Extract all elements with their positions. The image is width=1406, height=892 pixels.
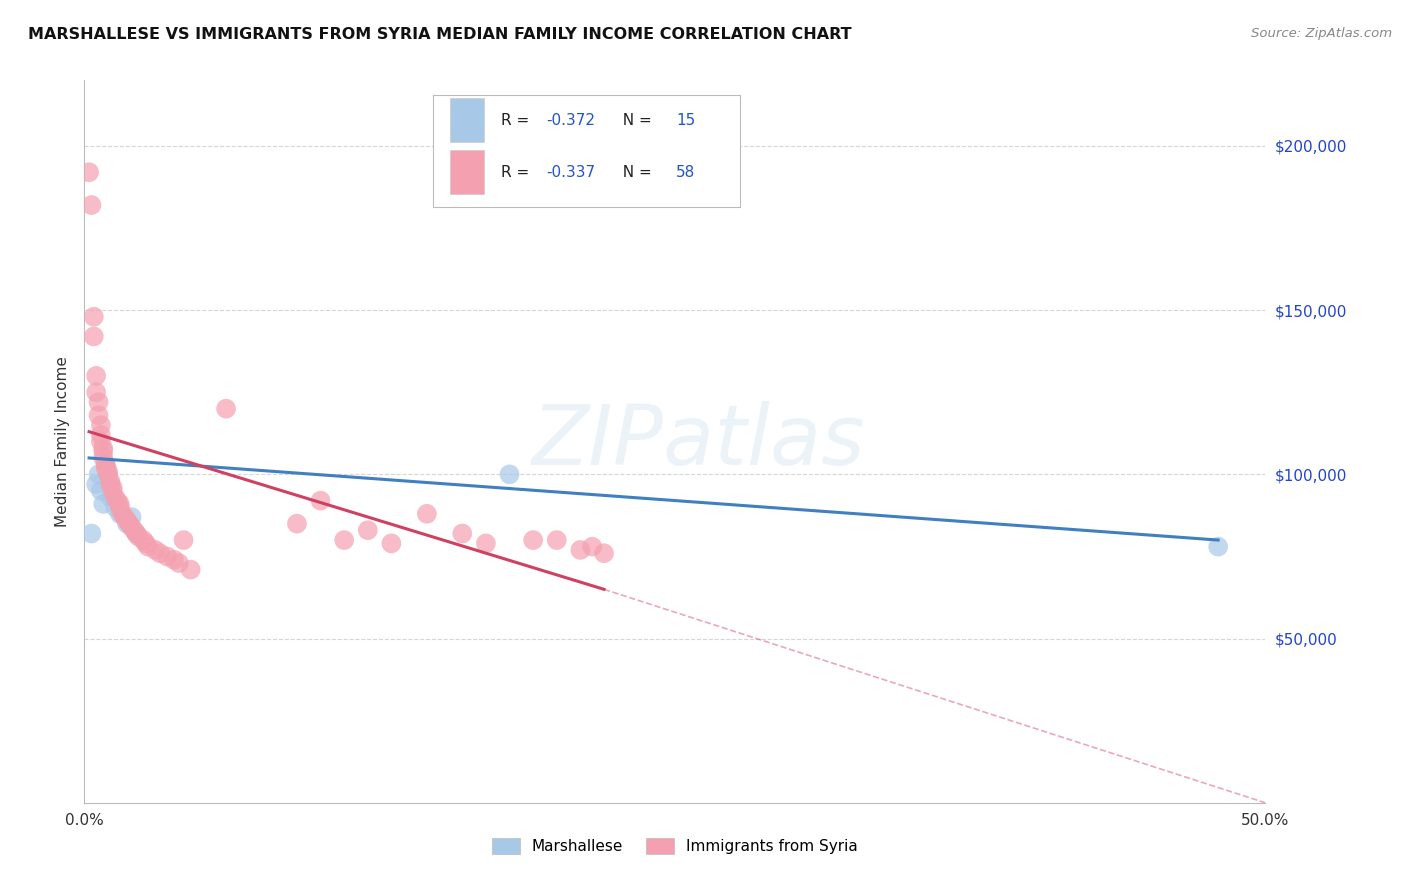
Point (128, 530, 150, 544)
Point (91, 441, 114, 455)
Point (114, 510, 136, 524)
Text: Source: ZipAtlas.com: Source: ZipAtlas.com (1251, 27, 1392, 40)
Point (83, 310, 105, 324)
Point (156, 549, 179, 564)
Point (107, 493, 129, 508)
Point (87, 409, 110, 423)
Point (94, 458, 117, 472)
Point (90, 428, 112, 442)
Point (97, 467, 120, 482)
Point (91, 444, 114, 458)
Point (84, 385, 107, 400)
Point (98, 477, 121, 491)
Point (132, 533, 155, 547)
Point (77, 165, 100, 179)
Point (115, 513, 138, 527)
Point (215, 401, 238, 416)
Point (475, 536, 498, 550)
Point (380, 536, 402, 550)
Point (125, 526, 148, 541)
Point (149, 546, 172, 560)
Point (121, 520, 143, 534)
Point (135, 536, 157, 550)
Text: MARSHALLESE VS IMMIGRANTS FROM SYRIA MEDIAN FAMILY INCOME CORRELATION CHART: MARSHALLESE VS IMMIGRANTS FROM SYRIA MED… (28, 27, 852, 42)
Point (101, 481, 124, 495)
Point (498, 467, 520, 482)
Text: R =: R = (502, 164, 534, 179)
Point (97, 467, 120, 482)
Point (136, 540, 159, 554)
Point (581, 540, 603, 554)
Point (1206, 540, 1229, 554)
Point (122, 523, 145, 537)
Text: N =: N = (613, 112, 657, 128)
Point (285, 516, 308, 531)
Point (309, 493, 332, 508)
Point (91, 450, 114, 465)
FancyBboxPatch shape (450, 151, 484, 194)
Point (104, 500, 127, 515)
FancyBboxPatch shape (433, 95, 740, 207)
Point (98, 474, 121, 488)
Point (80, 526, 103, 541)
Point (569, 542, 592, 557)
Point (97, 464, 120, 478)
Point (357, 523, 380, 537)
Point (115, 516, 138, 531)
Point (91, 497, 114, 511)
Point (84, 368, 107, 383)
Point (87, 395, 110, 409)
Text: R =: R = (502, 112, 534, 128)
Point (84, 477, 107, 491)
Point (416, 507, 439, 521)
Point (546, 533, 568, 547)
Text: 15: 15 (676, 112, 696, 128)
Text: -0.337: -0.337 (546, 164, 595, 179)
Point (90, 483, 112, 498)
Point (173, 533, 195, 547)
Point (87, 467, 110, 482)
Point (98, 491, 121, 505)
Point (593, 546, 616, 560)
Point (180, 563, 202, 577)
Point (333, 533, 356, 547)
Point (167, 556, 190, 570)
Point (80, 198, 103, 212)
Point (104, 491, 127, 505)
Point (108, 507, 131, 521)
Point (121, 510, 143, 524)
Point (83, 329, 105, 343)
Text: N =: N = (613, 164, 657, 179)
Point (522, 533, 544, 547)
Point (90, 418, 112, 433)
Y-axis label: Median Family Income: Median Family Income (55, 356, 70, 527)
Text: 58: 58 (676, 164, 696, 179)
FancyBboxPatch shape (450, 98, 484, 142)
Point (90, 434, 112, 449)
Point (108, 497, 131, 511)
Point (94, 458, 117, 472)
Text: -0.372: -0.372 (546, 112, 595, 128)
Point (451, 526, 474, 541)
Legend: Marshallese, Immigrants from Syria: Marshallese, Immigrants from Syria (486, 832, 863, 860)
Point (108, 500, 131, 515)
Point (101, 483, 124, 498)
Point (125, 526, 148, 541)
Point (111, 507, 134, 521)
Point (118, 516, 141, 531)
Point (143, 542, 166, 557)
Point (163, 553, 186, 567)
Point (94, 460, 117, 475)
Text: ZIPatlas: ZIPatlas (531, 401, 865, 482)
